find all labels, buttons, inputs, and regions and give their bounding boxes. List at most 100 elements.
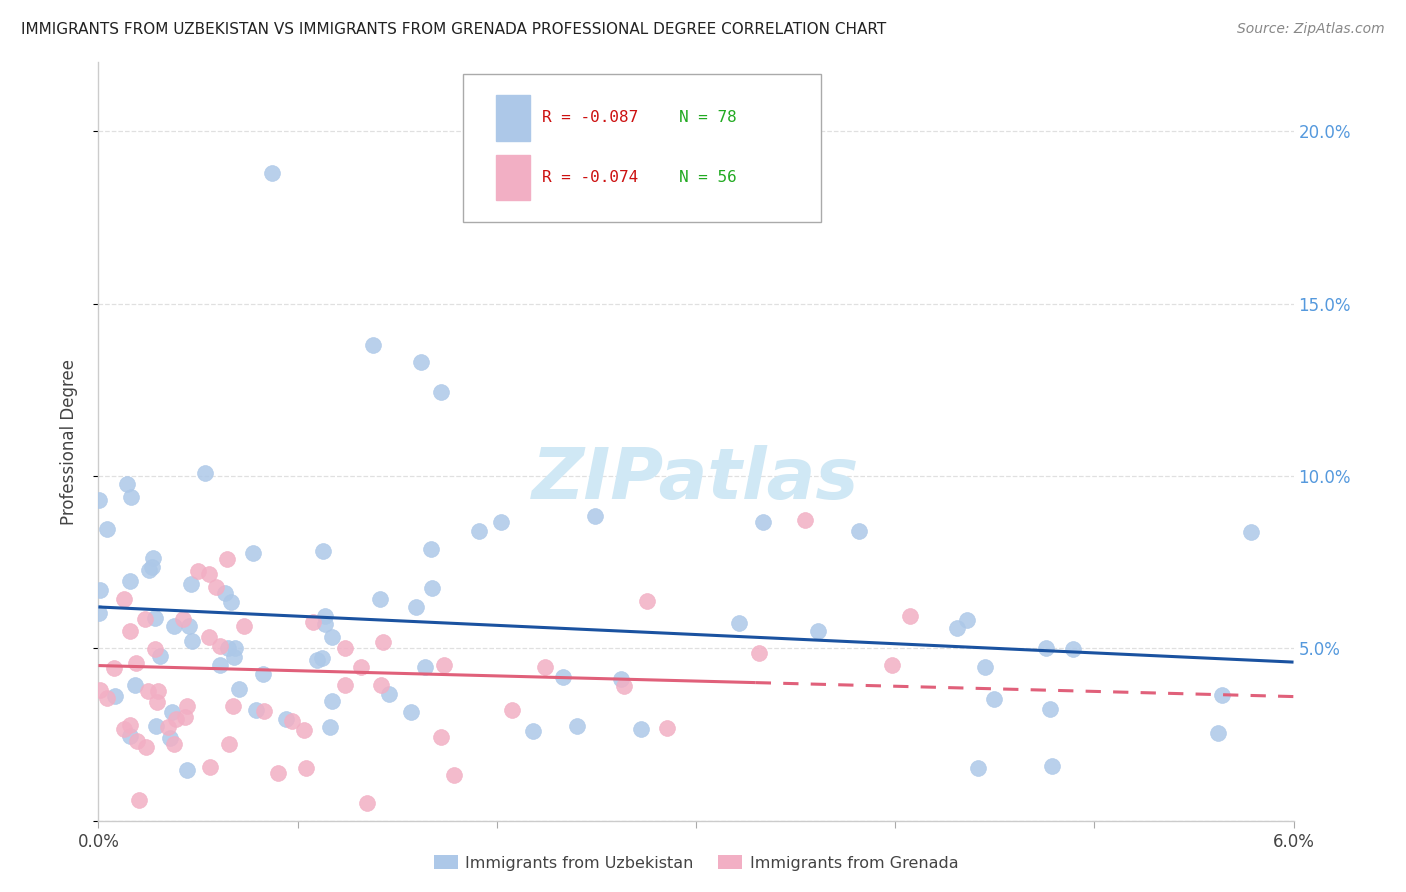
Point (112, 592, 135, 607)
Point (583, 508, 606, 523)
Point (177, 619, 200, 633)
Y-axis label: Professional Degree: Professional Degree (59, 359, 77, 524)
FancyBboxPatch shape (463, 74, 821, 221)
Point (173, 710, 195, 724)
Point (946, 621, 969, 635)
Point (219, 595, 242, 609)
Point (751, 515, 773, 529)
Point (333, 678, 356, 692)
Point (378, 687, 401, 701)
Point (159, 731, 181, 746)
Point (198, 760, 221, 774)
Point (252, 666, 274, 681)
Point (489, 515, 512, 529)
Point (318, 720, 340, 734)
Legend: Immigrants from Uzbekistan, Immigrants from Grenada: Immigrants from Uzbekistan, Immigrants f… (427, 848, 965, 877)
Point (612, 679, 634, 693)
Point (146, 684, 169, 698)
Point (165, 712, 187, 726)
Point (245, 703, 267, 717)
Point (413, 659, 436, 673)
Point (281, 714, 304, 728)
Point (292, 723, 315, 738)
Point (433, 658, 456, 673)
Point (422, 581, 444, 595)
Point (180, 577, 202, 591)
Point (176, 699, 198, 714)
Point (221, 699, 243, 714)
Point (180, 634, 202, 648)
Point (301, 615, 323, 629)
Point (138, 564, 160, 578)
Point (197, 630, 219, 644)
Point (120, 574, 142, 589)
Point (399, 705, 422, 719)
Point (215, 551, 238, 566)
Point (89, 583, 111, 598)
Point (163, 618, 186, 632)
Point (125, 657, 148, 671)
Point (848, 524, 870, 539)
Point (501, 703, 523, 717)
Text: Source: ZipAtlas.com: Source: ZipAtlas.com (1237, 22, 1385, 37)
Point (630, 722, 652, 736)
Point (1206, 726, 1229, 740)
Point (983, 691, 1005, 706)
Point (145, 718, 167, 732)
Point (333, 641, 356, 656)
Point (728, 615, 751, 630)
Point (956, 614, 979, 628)
Point (1211, 689, 1233, 703)
Point (1039, 702, 1062, 716)
Point (217, 641, 239, 656)
Point (307, 653, 329, 667)
Text: R = -0.087: R = -0.087 (541, 111, 638, 125)
Point (314, 616, 336, 631)
Point (120, 717, 142, 731)
Point (124, 678, 146, 692)
Point (162, 737, 184, 751)
Text: ZIPatlas: ZIPatlas (533, 445, 859, 514)
Point (522, 724, 544, 739)
Point (610, 672, 633, 686)
Point (1035, 641, 1057, 656)
Point (294, 761, 316, 775)
Point (117, 477, 139, 491)
Text: N = 78: N = 78 (679, 111, 737, 125)
Point (136, 683, 159, 698)
Point (419, 542, 441, 557)
Point (880, 658, 903, 673)
Point (349, 660, 371, 674)
Text: IMMIGRANTS FROM UZBEKISTAN VS IMMIGRANTS FROM GRENADA PROFESSIONAL DEGREE CORREL: IMMIGRANTS FROM UZBEKISTAN VS IMMIGRANTS… (21, 22, 886, 37)
Point (794, 513, 817, 527)
Point (429, 385, 451, 400)
Point (311, 544, 333, 558)
Point (87, 493, 110, 508)
Point (141, 560, 163, 574)
Point (747, 646, 769, 660)
Point (405, 599, 427, 614)
Point (321, 694, 343, 708)
Point (128, 793, 150, 807)
Point (209, 657, 232, 672)
Point (368, 592, 391, 607)
Text: N = 56: N = 56 (679, 170, 737, 186)
Point (120, 490, 142, 504)
Point (565, 719, 588, 733)
Point (194, 467, 217, 481)
Point (205, 580, 228, 594)
Point (149, 648, 172, 663)
Point (187, 564, 209, 578)
Point (321, 630, 343, 644)
Point (1040, 758, 1063, 772)
Point (429, 730, 451, 744)
Point (467, 524, 489, 538)
Point (373, 635, 395, 649)
Text: R = -0.074: R = -0.074 (541, 170, 638, 186)
Point (125, 734, 148, 748)
Point (104, 689, 127, 703)
Point (135, 740, 157, 755)
FancyBboxPatch shape (496, 95, 530, 141)
Point (636, 594, 658, 608)
Point (311, 651, 333, 665)
